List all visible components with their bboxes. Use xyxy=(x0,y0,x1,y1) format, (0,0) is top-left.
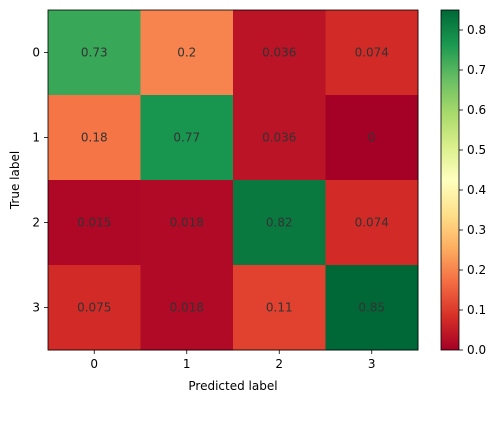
cell-value-label: 0.018 xyxy=(170,216,204,230)
y-tick-label: 2 xyxy=(32,216,40,230)
x-tick-label: 0 xyxy=(90,357,98,371)
colorbar-tick-label: 0.5 xyxy=(467,143,486,157)
heatmap-frame xyxy=(47,9,419,351)
cell-value-label: 0.2 xyxy=(177,46,196,60)
cell-value-label: 0.074 xyxy=(355,46,389,60)
x-axis-ticks: 0 1 2 3 xyxy=(90,350,376,371)
heatmap-cell xyxy=(140,10,234,96)
y-tick-label: 0 xyxy=(32,46,40,60)
cell-value-label: 0 xyxy=(368,131,376,145)
heatmap-cell xyxy=(140,265,234,351)
y-tick-label: 3 xyxy=(32,301,40,315)
cell-value-label: 0.036 xyxy=(262,131,296,145)
cell-value-label: 0.18 xyxy=(81,131,108,145)
heatmap-cell xyxy=(233,95,326,181)
colorbar-tick-label: 0.8 xyxy=(467,23,486,37)
heatmap-cell xyxy=(325,180,419,266)
heatmap-cell xyxy=(233,180,326,266)
heatmap-cell xyxy=(140,180,234,266)
cell-value-label: 0.82 xyxy=(266,216,293,230)
cell-value-label: 0.018 xyxy=(170,301,204,315)
colorbar-tick-label: 0.3 xyxy=(467,223,486,237)
heatmap-cell xyxy=(325,265,419,351)
heatmap-grid: 0.73 0.2 0.036 0.074 0.18 0.77 0.036 0 0.015 0.01… xyxy=(48,10,419,351)
cell-value-label: 0.036 xyxy=(262,46,296,60)
y-axis-label: True label xyxy=(8,151,22,210)
colorbar-ticks: 0.0 0.1 0.2 0.3 0.4 0.5 0.6 0.7 0.8 xyxy=(459,23,486,357)
x-tick-label: 2 xyxy=(275,357,283,371)
heatmap-cell xyxy=(325,95,419,181)
heatmap-cell xyxy=(48,10,141,96)
x-tick-label: 3 xyxy=(368,357,376,371)
colorbar-tick-label: 0.2 xyxy=(467,263,486,277)
colorbar xyxy=(440,9,460,351)
colorbar-tick-label: 0.7 xyxy=(467,63,486,77)
cell-value-label: 0.075 xyxy=(77,301,111,315)
x-tick-label: 1 xyxy=(183,357,191,371)
heatmap-cell xyxy=(140,95,234,181)
colorbar-tick-label: 0.4 xyxy=(467,183,486,197)
cell-value-label: 0.77 xyxy=(173,131,200,145)
cell-value-label: 0.074 xyxy=(355,216,389,230)
cell-value-label: 0.015 xyxy=(77,216,111,230)
y-axis-ticks: 0 1 2 3 xyxy=(32,46,48,315)
colorbar-tick-label: 0.1 xyxy=(467,303,486,317)
heatmap-cell xyxy=(48,180,141,266)
heatmap-cell xyxy=(48,95,141,181)
heatmap-cell xyxy=(325,10,419,96)
heatmap-cell xyxy=(233,10,326,96)
heatmap-cell xyxy=(48,265,141,351)
cell-value-label: 0.73 xyxy=(81,46,108,60)
x-axis-label: Predicted label xyxy=(188,379,277,393)
colorbar-tick-label: 0.6 xyxy=(467,103,486,117)
y-tick-label: 1 xyxy=(32,131,40,145)
colorbar-tick-label: 0.0 xyxy=(467,343,486,357)
cell-value-label: 0.85 xyxy=(358,301,385,315)
cell-value-label: 0.11 xyxy=(266,301,293,315)
heatmap-cell xyxy=(233,265,326,351)
